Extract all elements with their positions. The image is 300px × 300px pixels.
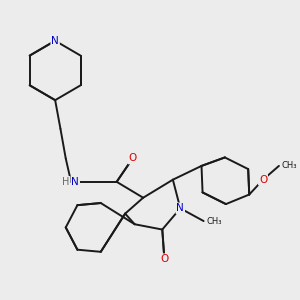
Text: N: N [71,177,79,187]
Text: CH₃: CH₃ [207,217,222,226]
Text: CH₃: CH₃ [281,161,296,170]
Text: O: O [128,154,137,164]
Text: H: H [62,177,69,187]
Text: O: O [160,254,169,264]
Text: N: N [51,36,59,46]
Text: N: N [176,203,184,213]
Text: O: O [259,175,267,185]
